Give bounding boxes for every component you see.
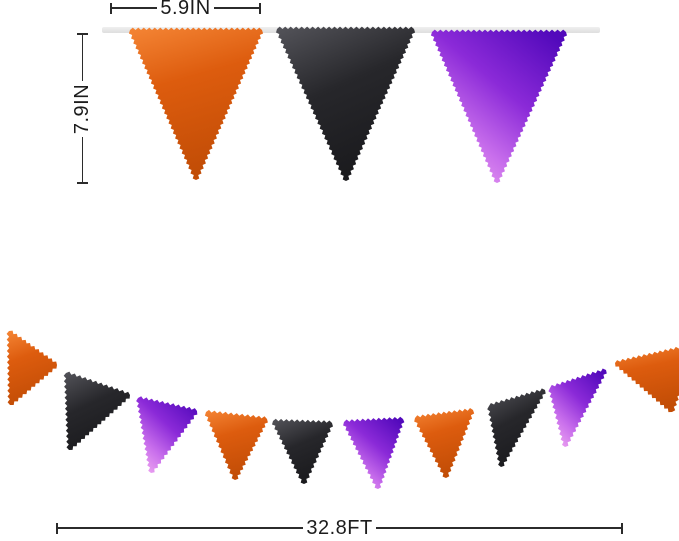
dimension-tick: [110, 2, 112, 14]
dimension-line: [213, 7, 260, 9]
top-pennant-orange: [128, 27, 264, 180]
dimension-line: [81, 34, 84, 81]
banner-length-label: 32.8FT: [306, 517, 373, 539]
garland-pennant-6-purple: [343, 416, 405, 489]
garland-pennant-3-purple: [136, 396, 198, 473]
garland-pennant-8-black: [487, 388, 546, 467]
dimension-tick: [77, 182, 88, 184]
pennant-width-dimension: 5.9IN: [110, 0, 261, 19]
garland-pennant-7-orange: [414, 408, 475, 478]
garland-pennant-2-black: [63, 371, 131, 450]
garland-pennant-5-black: [272, 418, 333, 484]
dimension-tick: [259, 2, 261, 14]
top-pennant-black: [276, 26, 416, 181]
dimension-line: [57, 527, 304, 529]
dimension-tick: [77, 33, 88, 35]
garland-pennant-4-orange: [204, 409, 268, 480]
garland-pennant-10-orange: [615, 346, 679, 413]
pennant-height-dimension: 7.9IN: [72, 33, 94, 184]
dimension-tick: [56, 522, 58, 534]
garland-pennant-1-orange: [6, 330, 58, 405]
dimension-line: [375, 527, 622, 529]
dimension-line: [111, 7, 158, 9]
pennant-width-label: 5.9IN: [160, 0, 211, 19]
dimension-line: [81, 136, 84, 183]
dimension-tick: [621, 522, 624, 534]
garland-pennant-9-purple: [548, 368, 607, 447]
top-pennant-purple: [430, 29, 567, 183]
banner-length-dimension: 32.8FT: [56, 517, 624, 539]
